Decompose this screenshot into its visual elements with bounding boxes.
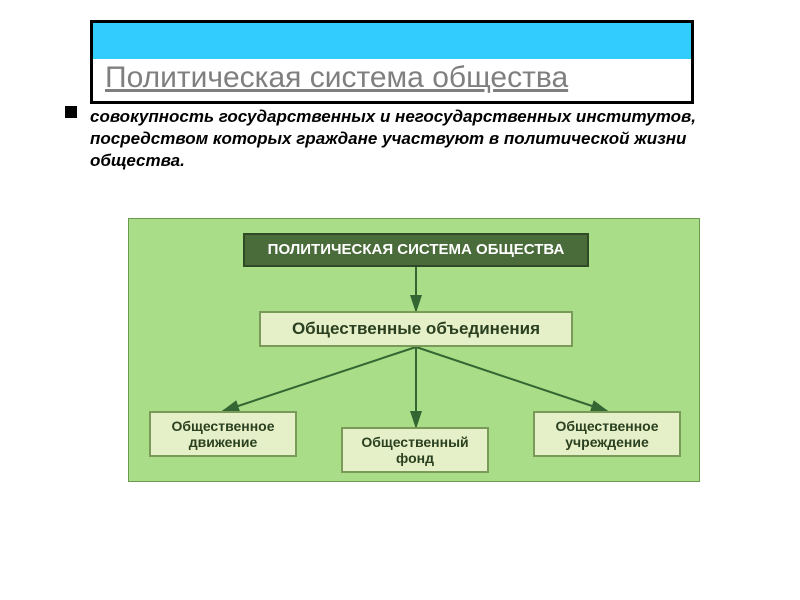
node-mid: Общественные объединения [259, 311, 573, 347]
node-c1: Общественноедвижение [149, 411, 297, 457]
subtitle-bullet [65, 106, 77, 118]
arrow-3 [416, 347, 607, 411]
node-c2: Общественныйфонд [341, 427, 489, 473]
node-c3: Общественноеучреждение [533, 411, 681, 457]
title-container: Политическая система общества [90, 20, 694, 104]
diagram-container: ПОЛИТИЧЕСКАЯ СИСТЕМА ОБЩЕСТВА Общественны… [128, 218, 700, 482]
subtitle-text: совокупность государственных и негосудар… [90, 106, 700, 172]
page-title: Политическая система общества [105, 61, 568, 95]
arrow-1 [223, 347, 416, 411]
node-root: ПОЛИТИЧЕСКАЯ СИСТЕМА ОБЩЕСТВА [243, 233, 589, 267]
